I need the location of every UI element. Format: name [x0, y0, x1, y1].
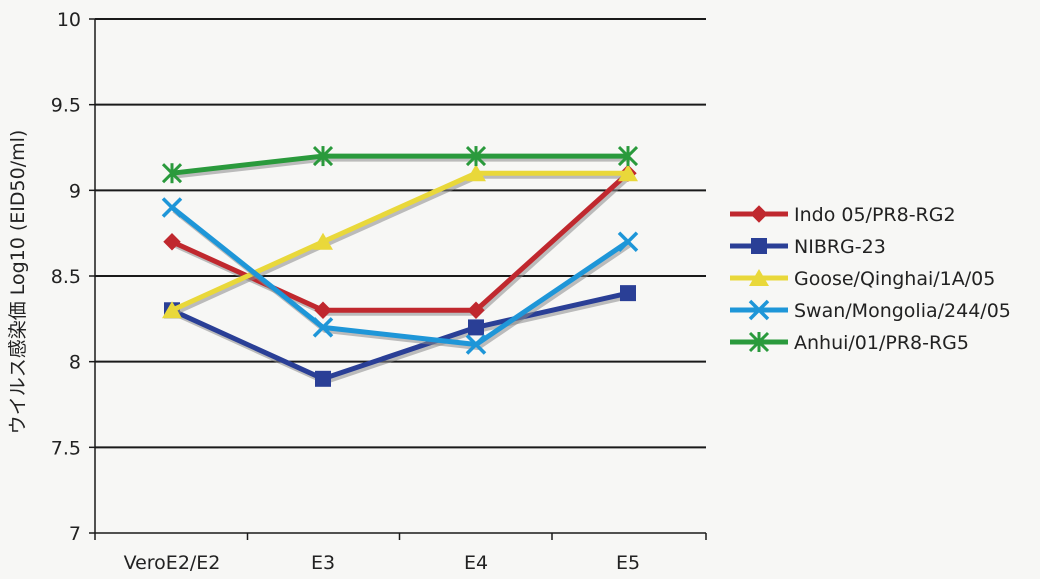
- series-line: [170, 205, 630, 348]
- data-point: [620, 285, 636, 302]
- data-point: [617, 146, 639, 167]
- legend-marker: [751, 238, 767, 254]
- series-1: [163, 164, 637, 319]
- legend-marker: [750, 205, 768, 223]
- legend-item: Swan/Mongolia/244/05: [730, 299, 1011, 322]
- axes: 7 7.5 8 8.5 9 9.5 10 VeroE2/E2 E3 E4 E5: [51, 9, 707, 574]
- data-point: [465, 334, 487, 355]
- legend-label: Indo 05/PR8-RG2: [794, 204, 956, 226]
- data-point: [161, 163, 183, 184]
- series-3: [162, 164, 638, 319]
- data-point: [163, 233, 181, 251]
- data-point: [617, 231, 639, 252]
- y-tick-label: 8.5: [51, 266, 81, 288]
- legend-label: NIBRG-23: [794, 236, 886, 258]
- y-tick-label: 10: [57, 9, 81, 31]
- series-lines: [161, 146, 639, 387]
- series-line: [170, 290, 629, 382]
- legend-item: Indo 05/PR8-RG2: [730, 204, 956, 226]
- legend-label: Swan/Mongolia/244/05: [794, 300, 1011, 322]
- x-tick-label: E3: [311, 552, 335, 574]
- data-point: [161, 197, 183, 218]
- series-line-shadow: [173, 156, 630, 179]
- data-point: [468, 319, 484, 336]
- x-tick-label: E4: [464, 552, 488, 574]
- x-tick-label: E5: [616, 552, 640, 574]
- data-point: [312, 146, 334, 167]
- y-tick-label: 9.5: [51, 95, 81, 117]
- data-point: [315, 370, 331, 387]
- data-point: [466, 164, 486, 182]
- series-5: [161, 146, 639, 184]
- legend-marker: [748, 331, 770, 353]
- legend-item: Goose/Qinghai/1A/05: [730, 268, 995, 290]
- data-point: [314, 301, 332, 319]
- data-point: [162, 301, 182, 319]
- legend-item: NIBRG-23: [730, 236, 886, 258]
- x-tick-label: VeroE2/E2: [124, 552, 221, 574]
- series-line-shadow: [172, 173, 630, 316]
- data-point: [312, 317, 334, 338]
- y-axis-title: ウイルス感染価 Log10 (EID50/ml): [7, 130, 29, 435]
- legend: Indo 05/PR8-RG2 NIBRG-23 Goose/Qinghai/1A/…: [730, 204, 1011, 354]
- series-line: [170, 170, 628, 313]
- legend-marker: [748, 299, 770, 321]
- data-point: [467, 301, 485, 319]
- legend-marker: [749, 269, 769, 286]
- legend-label: Anhui/01/PR8-RG5: [794, 332, 969, 354]
- gridlines: [95, 18, 706, 449]
- series-line: [171, 153, 628, 176]
- data-point: [313, 232, 333, 250]
- y-tick-label: 7.5: [51, 437, 81, 459]
- series-4: [161, 197, 639, 355]
- y-tick-label: 9: [69, 180, 81, 202]
- y-tick-label: 7: [69, 523, 81, 545]
- data-point: [618, 164, 638, 182]
- legend-label: Goose/Qinghai/1A/05: [794, 268, 995, 290]
- legend-item: Anhui/01/PR8-RG5: [730, 331, 969, 354]
- data-point: [465, 146, 487, 167]
- y-tick-label: 8: [69, 352, 81, 374]
